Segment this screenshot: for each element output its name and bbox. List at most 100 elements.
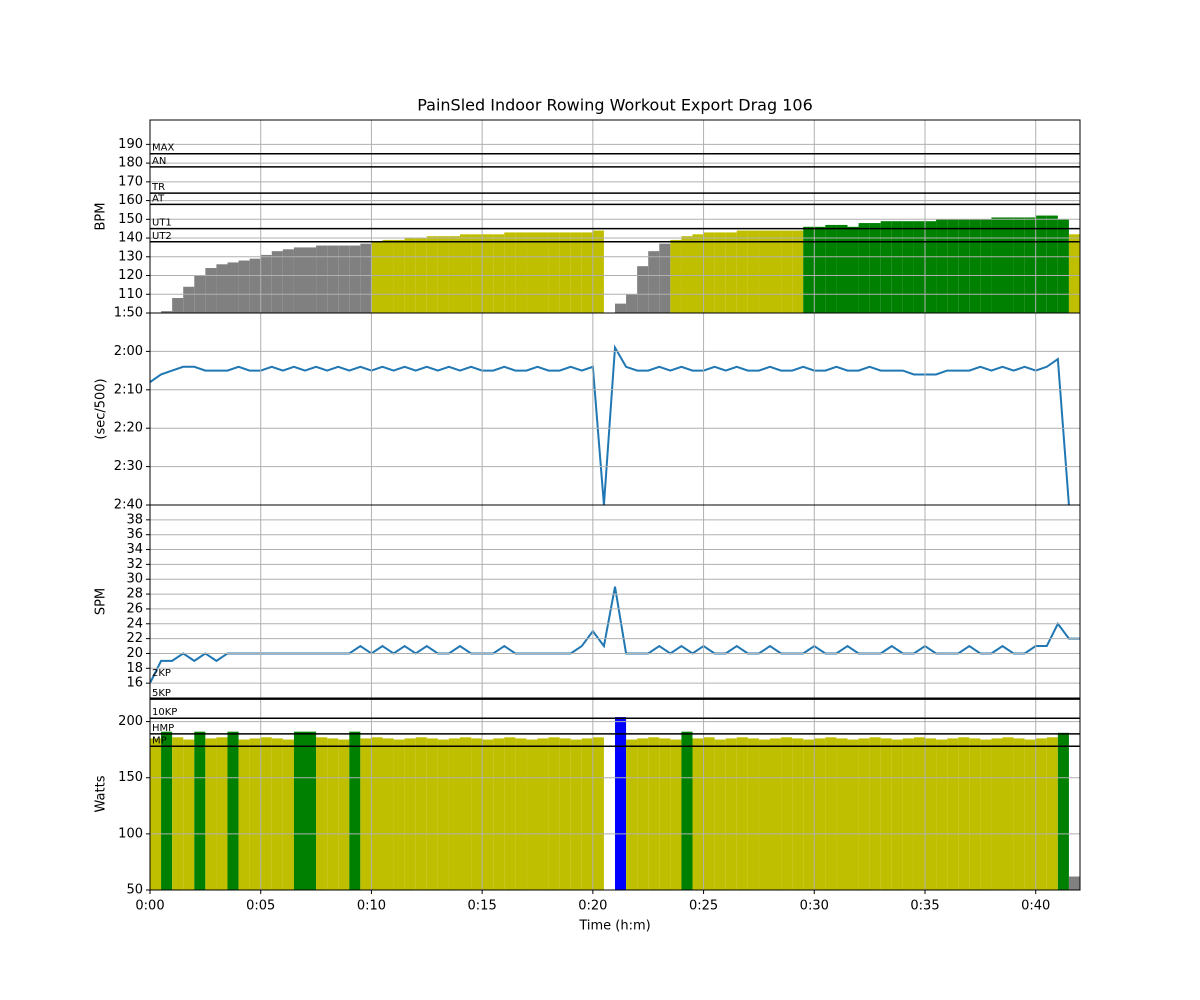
- area-bar: [360, 738, 372, 890]
- area-bar: [913, 737, 925, 890]
- area-bar: [1046, 737, 1058, 890]
- threshold-label: 5KP: [152, 688, 171, 699]
- area-bar: [703, 232, 715, 313]
- y-tick-label: 170: [118, 174, 143, 189]
- area-bar: [869, 737, 881, 890]
- y-tick-label: 2:10: [114, 382, 143, 397]
- area-bar: [448, 738, 460, 890]
- y-tick-label: 32: [126, 557, 143, 572]
- area-bar: [814, 226, 826, 313]
- area-bar: [958, 737, 970, 890]
- area-bar: [426, 738, 438, 890]
- area-bar: [681, 236, 693, 313]
- area-bar: [437, 739, 449, 890]
- area-bar: [537, 232, 549, 313]
- y-tick-label: 2:00: [114, 344, 143, 359]
- area-bar: [626, 739, 638, 890]
- y-tick-label: 200: [118, 714, 143, 729]
- area-bar: [581, 738, 593, 890]
- area-bar: [1024, 217, 1036, 313]
- area-bar: [703, 737, 715, 890]
- area-bar: [526, 739, 538, 890]
- y-tick-label: 26: [126, 601, 143, 616]
- area-bar: [415, 737, 427, 890]
- area-bar: [493, 234, 505, 313]
- area-bar: [172, 298, 184, 313]
- area-bar: [626, 294, 638, 313]
- area-bar: [825, 224, 837, 313]
- area-bar: [293, 247, 305, 313]
- area-bar: [548, 737, 560, 890]
- area-bar: [1057, 732, 1069, 890]
- threshold-label: AT: [152, 193, 165, 204]
- area-bar: [670, 239, 682, 313]
- area-bar: [1024, 739, 1036, 890]
- area-bar: [437, 236, 449, 313]
- area-bar: [293, 731, 305, 890]
- area-bar: [161, 311, 173, 313]
- area-bar: [238, 739, 250, 890]
- area-bar: [316, 737, 328, 890]
- area-bar: [404, 738, 416, 890]
- y-tick-label: 1:50: [114, 306, 143, 321]
- area-bar: [869, 223, 881, 313]
- area-bar: [471, 738, 483, 890]
- area-bar: [615, 303, 627, 313]
- x-tick-label: 0:20: [578, 899, 607, 914]
- threshold-label: HMP: [152, 723, 174, 734]
- area-bar: [891, 739, 903, 890]
- area-bar: [1035, 738, 1047, 890]
- threshold-label: MP: [152, 735, 167, 746]
- area-bar: [1046, 215, 1058, 313]
- area-bar: [448, 236, 460, 313]
- area-bar: [714, 739, 726, 890]
- area-bar: [714, 232, 726, 313]
- area-bar: [305, 731, 317, 890]
- area-bar: [692, 234, 704, 313]
- panel: [150, 344, 1070, 505]
- area-bar: [615, 717, 627, 890]
- area-bar: [260, 254, 272, 313]
- y-tick-label: 38: [126, 512, 143, 527]
- y-tick-label: 2:40: [114, 498, 143, 513]
- area-bar: [460, 234, 472, 313]
- x-tick-label: 0:15: [468, 899, 497, 914]
- area-bar: [249, 738, 261, 890]
- area-bar: [1013, 217, 1025, 313]
- area-bar: [781, 737, 793, 890]
- area-bar: [958, 219, 970, 313]
- area-bar: [1068, 234, 1080, 313]
- y-tick-label: 24: [126, 616, 143, 631]
- area-bar: [836, 224, 848, 313]
- area-bar: [770, 230, 782, 313]
- area-bar: [592, 737, 604, 890]
- threshold-label: UT1: [152, 218, 172, 229]
- area-bar: [515, 738, 527, 890]
- area-bar: [393, 739, 405, 890]
- area-bar: [659, 738, 671, 890]
- area-bar: [858, 223, 870, 313]
- area-bar: [282, 249, 294, 313]
- area-bar: [637, 266, 649, 313]
- y-tick-label: 16: [126, 676, 143, 691]
- area-bar: [504, 737, 516, 890]
- area-bar: [238, 260, 250, 313]
- area-bar: [504, 232, 516, 313]
- area-bar: [349, 731, 361, 890]
- area-bar: [548, 232, 560, 313]
- area-bar: [559, 232, 571, 313]
- area-bar: [1057, 219, 1069, 313]
- area-bar: [482, 234, 494, 313]
- area-bar: [249, 258, 261, 313]
- area-bar: [925, 221, 937, 313]
- area-bar: [747, 738, 759, 890]
- y-axis-label: SPM: [94, 588, 109, 615]
- x-axis-label: Time (h:m): [578, 919, 650, 934]
- area-bar: [902, 221, 914, 313]
- area-bar: [913, 221, 925, 313]
- area-bar: [836, 738, 848, 890]
- area-bar: [271, 738, 283, 890]
- data-line: [150, 344, 1070, 505]
- area-bar: [736, 230, 748, 313]
